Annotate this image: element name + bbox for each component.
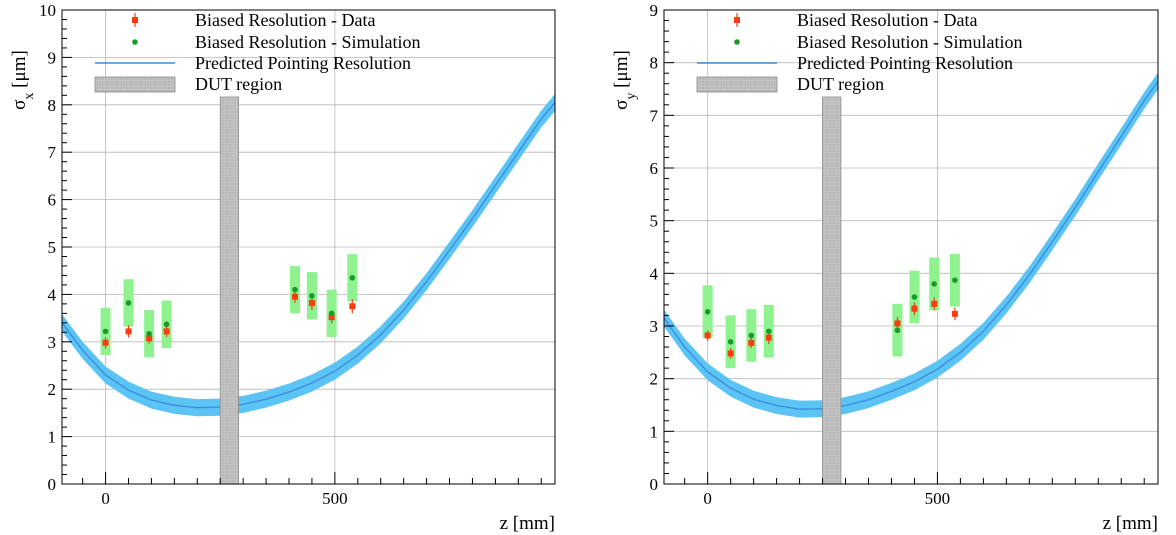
legend-sim-marker [734,39,740,45]
y-tick-label: 3 [650,317,659,336]
y-tick-label: 8 [48,96,57,115]
y-tick-label: 0 [650,475,659,494]
sim-point [911,294,918,300]
y-tick-label: 8 [650,54,659,73]
data-point [102,339,109,346]
plot-area [664,72,1158,484]
axes-ticks [62,9,542,485]
legend-sim-marker [132,39,138,45]
sim-point [748,332,755,339]
legend-dut-swatch [94,76,176,93]
y-tick-label: 3 [48,333,57,352]
sim-point [765,328,772,335]
data-point [765,334,772,341]
sim-point [146,330,152,337]
data-point [911,305,918,312]
sim-point [163,321,170,328]
sim-point [328,310,335,317]
y-tick-label: 9 [48,48,57,67]
data-point [146,335,153,342]
y-tick-label: 6 [650,159,659,178]
panel-sigma-y: 0 1 2 3 4 5 6 7 8 9 0 500 z [mm] σy [μm] Biased Resolu… [611,1,1159,534]
y-tick-label: 6 [48,191,57,210]
y-axis-title: σx [μm] [9,50,37,110]
sim-point [952,277,958,283]
legend-label-dut: DUT region [797,74,884,94]
data-point [125,328,132,335]
legend-label-sim: Biased Resolution - Simulation [797,32,1023,52]
sim-point [931,281,938,287]
y-axis-title: σy [μm] [611,50,639,110]
y-tick-label: 4 [48,285,57,304]
data-point [727,350,734,357]
legend-label-data: Biased Resolution - Data [195,10,375,30]
panel-sigma-x: 0 1 2 3 4 5 6 7 8 9 10 0 500 z [mm] σx [μm] Biased Reso… [9,1,556,534]
y-tick-label: 4 [650,264,659,283]
y-tick-label: 2 [650,370,659,389]
y-tick-label: 1 [48,428,57,447]
legend-label-pred: Predicted Pointing Resolution [195,53,411,73]
data-point [894,320,901,327]
data-point [704,332,711,339]
y-tick-label: 2 [48,380,57,399]
data-point [163,328,170,335]
y-tick-label: 10 [39,1,56,20]
y-tick-label: 9 [650,1,659,20]
y-tick-label: 7 [48,143,57,162]
y-tick-label: 7 [650,106,659,125]
x-tick-label: 0 [703,489,712,508]
sim-point [727,339,734,345]
data-point [308,299,315,306]
data-point [931,300,938,307]
y-tick-label: 5 [650,212,659,231]
sim-point [292,286,298,293]
y-tick-label: 1 [650,422,659,441]
sim-point [704,308,711,315]
plot-area [62,93,555,484]
x-tick-label: 0 [101,489,110,508]
legend-label-data: Biased Resolution - Data [797,10,977,30]
legend-data-marker [132,17,138,23]
legend-data-marker [734,17,740,23]
y-tick-label: 0 [48,475,57,494]
sim-point [125,300,132,306]
prediction-line [664,80,1158,410]
legend-label-pred: Predicted Pointing Resolution [797,53,1013,73]
plot-frame [663,9,1159,485]
x-axis-title: z [mm] [500,513,555,534]
legend-label-dut: DUT region [195,74,282,94]
x-tick-label: 500 [925,489,951,508]
sim-point [349,275,356,281]
legend-label-sim: Biased Resolution - Simulation [195,32,421,52]
prediction-line [62,101,555,409]
x-tick-label: 500 [322,489,348,508]
data-point [748,339,755,346]
data-point [328,314,335,321]
sim-point [894,327,901,334]
x-axis-title: z [mm] [1103,513,1158,534]
axes-ticks [664,9,1145,485]
y-tick-label: 5 [48,238,57,257]
data-point [951,310,958,317]
dut-region [219,96,239,484]
dut-region [822,96,842,484]
prediction-band [664,72,1158,418]
data-point [291,293,298,300]
sim-point [309,293,315,299]
prediction-band [62,93,555,417]
sim-point [102,328,109,335]
data-point [349,303,356,310]
legend-dut-swatch [696,76,778,93]
